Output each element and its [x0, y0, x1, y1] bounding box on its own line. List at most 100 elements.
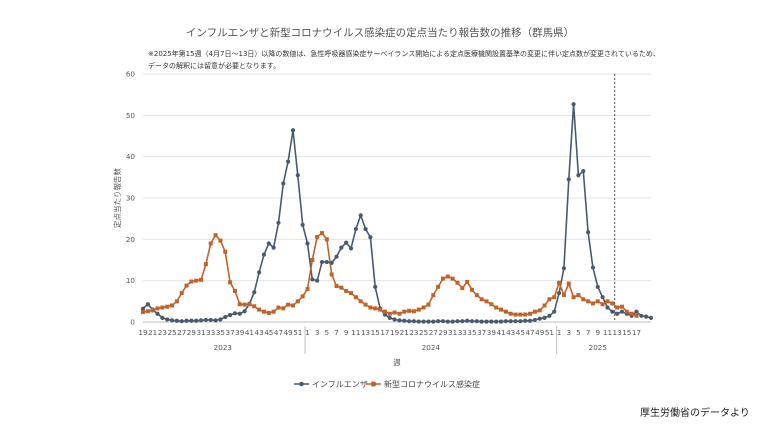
- x-tick-label: 3: [315, 328, 320, 337]
- x-axis-week-ticks: 19 21 23 25 27 29 31 33 35 37 39 41 43 45 47 49 51 1 3 5 7 9 1…: [138, 328, 641, 337]
- covid-point: [411, 309, 416, 314]
- influenza-point: [373, 284, 378, 289]
- y-axis-ticks: 0 10 20 30 40 50 60: [126, 70, 136, 327]
- x-tick-label: 27: [177, 328, 186, 337]
- influenza-point: [155, 311, 160, 316]
- covid-point: [363, 302, 368, 307]
- y-tick-label: 50: [126, 111, 136, 120]
- x-tick-label: 9: [595, 328, 600, 337]
- x-tick-label: 17: [380, 328, 389, 337]
- influenza-point: [237, 311, 242, 316]
- influenza-point: [344, 240, 349, 245]
- covid-point: [445, 274, 450, 279]
- x-tick-label: 47: [525, 328, 534, 337]
- influenza-point: [518, 319, 523, 324]
- covid-point: [469, 287, 474, 292]
- x-tick-label: 45: [264, 328, 273, 337]
- x-tick-label: 7: [334, 328, 339, 337]
- x-tick-label: 27: [429, 328, 438, 337]
- covid-point: [184, 283, 189, 288]
- x-tick-label: 21: [400, 328, 409, 337]
- covid-point: [213, 233, 218, 238]
- influenza-point: [450, 319, 455, 324]
- influenza-point: [619, 309, 625, 314]
- x-tick-label: 19: [138, 328, 148, 337]
- covid-point: [416, 307, 421, 312]
- x-tick-label: 25: [167, 328, 176, 337]
- influenza-point: [213, 318, 218, 323]
- influenza-point: [595, 284, 600, 289]
- influenza-point: [537, 316, 542, 321]
- x-tick-label: 5: [325, 328, 330, 337]
- covid-point: [334, 284, 339, 289]
- covid-point: [378, 307, 383, 312]
- covid-point: [199, 277, 204, 282]
- influenza-point: [547, 313, 552, 318]
- influenza-point: [484, 319, 489, 324]
- y-tick-label: 40: [126, 152, 136, 161]
- covid-point: [203, 262, 208, 267]
- covid-point: [310, 258, 315, 262]
- influenza-point: [184, 318, 189, 323]
- influenza-point: [421, 319, 426, 324]
- series-lines: [142, 103, 652, 323]
- covid-point: [489, 302, 494, 307]
- x-tick-label: 39: [487, 328, 497, 337]
- influenza-point: [295, 173, 300, 178]
- x-tick-label: 51: [293, 328, 302, 337]
- covid-point: [242, 302, 247, 307]
- covid-point: [252, 304, 257, 309]
- influenza-point: [566, 177, 571, 182]
- covid-point: [315, 234, 320, 239]
- influenza-point: [169, 318, 175, 323]
- influenza-point: [406, 319, 412, 324]
- influenza-point: [523, 318, 528, 323]
- influenza-point: [257, 270, 262, 275]
- x-tick-label: 13: [361, 328, 370, 337]
- x-tick-label: 33: [458, 328, 467, 337]
- influenza-point: [232, 311, 238, 316]
- influenza-point: [310, 277, 315, 282]
- influenza-point: [392, 317, 397, 322]
- covid-point: [141, 310, 145, 315]
- influenza-point: [223, 314, 228, 320]
- covid-point: [586, 299, 591, 304]
- x-tick-label: 49: [284, 328, 294, 337]
- covid-point: [194, 278, 199, 283]
- covid-point: [402, 309, 407, 314]
- covid-point: [634, 313, 639, 318]
- covid-point: [450, 276, 455, 281]
- influenza-point: [140, 306, 146, 311]
- covid-point: [353, 295, 358, 300]
- chart-title: インフルエンザと新型コロナウイルス感染症の定点当たり報告数の推移（群馬県）: [186, 26, 574, 39]
- influenza-point: [590, 265, 596, 270]
- covid-point: [257, 307, 262, 312]
- covid-point: [552, 295, 557, 300]
- influenza-point: [474, 319, 479, 324]
- covid-point: [508, 311, 513, 316]
- covid-point: [271, 309, 276, 314]
- covid-point: [532, 309, 537, 314]
- covid-point: [387, 311, 392, 316]
- influenza-point: [281, 181, 286, 186]
- covid-point: [590, 301, 595, 306]
- covid-point: [223, 249, 228, 254]
- influenza-point: [542, 315, 547, 320]
- influenza-point: [179, 319, 184, 324]
- covid-point: [421, 305, 426, 310]
- gridlines: [143, 73, 651, 323]
- x-tick-label: 29: [187, 328, 197, 337]
- covid-point: [619, 304, 624, 309]
- x-tick-label: 3: [566, 328, 571, 337]
- covid-point: [518, 312, 523, 317]
- influenza-point: [494, 319, 499, 324]
- covid-point: [170, 303, 175, 308]
- covid-point: [324, 237, 329, 242]
- influenza-point: [605, 305, 610, 310]
- influenza-point: [290, 128, 296, 133]
- x-tick-label: 47: [274, 328, 283, 337]
- influenza-point: [532, 317, 537, 323]
- covid-point: [247, 302, 252, 307]
- influenza-point: [465, 318, 470, 323]
